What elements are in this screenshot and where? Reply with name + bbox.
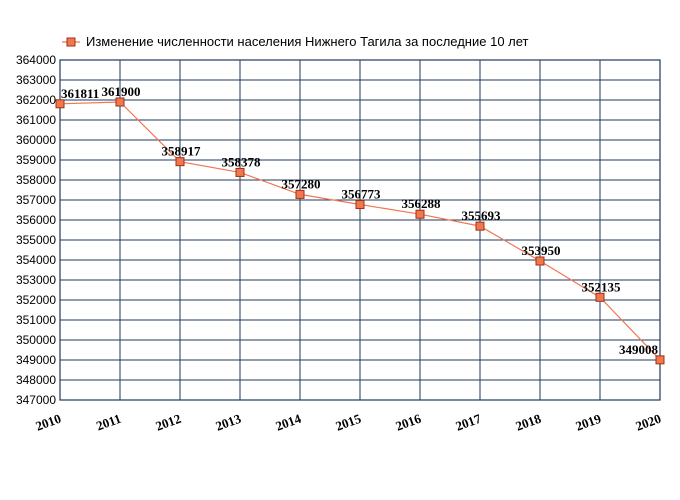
y-tick-label: 362000	[16, 93, 56, 107]
plot-frame	[59, 59, 661, 401]
y-tick-label: 353000	[16, 273, 56, 287]
y-tick-label: 359000	[16, 153, 56, 167]
data-point	[295, 189, 305, 199]
data-point	[655, 355, 665, 365]
y-tick-label: 358000	[16, 173, 56, 187]
y-tick-label: 347000	[16, 393, 56, 407]
y-tick-label: 357000	[16, 193, 56, 207]
x-tick-label: 2016	[393, 411, 423, 434]
y-tick-label: 364000	[16, 53, 56, 67]
legend-marker	[66, 37, 76, 47]
data-label: 356288	[402, 196, 442, 211]
y-tick-label: 351000	[16, 313, 56, 327]
data-label: 358378	[222, 154, 262, 169]
x-tick-label: 2015	[333, 411, 363, 434]
y-tick-label: 355000	[16, 233, 56, 247]
data-point	[415, 209, 425, 219]
x-tick-label: 2017	[453, 411, 483, 434]
y-tick-label: 350000	[16, 333, 56, 347]
y-tick-label: 356000	[16, 213, 56, 227]
x-tick-label: 2011	[94, 411, 123, 434]
series-population: 361811 361900 358917 358378 357280 356773 3562…	[55, 84, 665, 365]
legend: Изменение численности населения Нижнего …	[62, 34, 529, 49]
data-point	[535, 256, 545, 266]
data-point	[595, 292, 605, 302]
x-tick-label: 2014	[273, 411, 303, 434]
data-label: 358917	[162, 144, 202, 159]
y-tick-label: 349000	[16, 353, 56, 367]
y-tick-label: 352000	[16, 293, 56, 307]
x-tick-label: 2013	[213, 411, 243, 434]
data-point	[475, 221, 485, 231]
data-label: 355693	[462, 208, 502, 223]
y-tick-label: 361000	[16, 113, 56, 127]
data-point	[115, 97, 125, 107]
x-tick-label: 2010	[33, 411, 63, 434]
data-label: 361900	[102, 84, 141, 99]
data-label: 357280	[282, 176, 321, 191]
data-point	[175, 157, 185, 167]
x-axis-ticks: 2010 2011 2012 2013 2014 2015 2016 2017 2018 2019…	[33, 411, 663, 434]
data-point	[55, 99, 65, 109]
data-point	[235, 167, 245, 177]
data-label: 353950	[522, 243, 561, 258]
y-axis-ticks: 347000 348000 349000 350000 351000 352000 3530…	[16, 53, 56, 407]
y-tick-label: 360000	[16, 133, 56, 147]
y-tick-label: 363000	[16, 73, 56, 87]
data-point	[355, 200, 365, 210]
y-tick-label: 354000	[16, 253, 56, 267]
data-label: 356773	[342, 187, 382, 202]
x-tick-label: 2020	[633, 411, 663, 434]
data-label: 349008	[619, 342, 659, 357]
data-label: 352135	[582, 279, 622, 294]
data-label: 361811	[61, 86, 99, 101]
x-tick-label: 2012	[153, 411, 183, 434]
x-tick-label: 2018	[513, 411, 543, 434]
x-tick-label: 2019	[573, 411, 603, 434]
legend-label: Изменение численности населения Нижнего …	[86, 34, 529, 49]
grid	[59, 59, 661, 401]
y-tick-label: 348000	[16, 373, 56, 387]
